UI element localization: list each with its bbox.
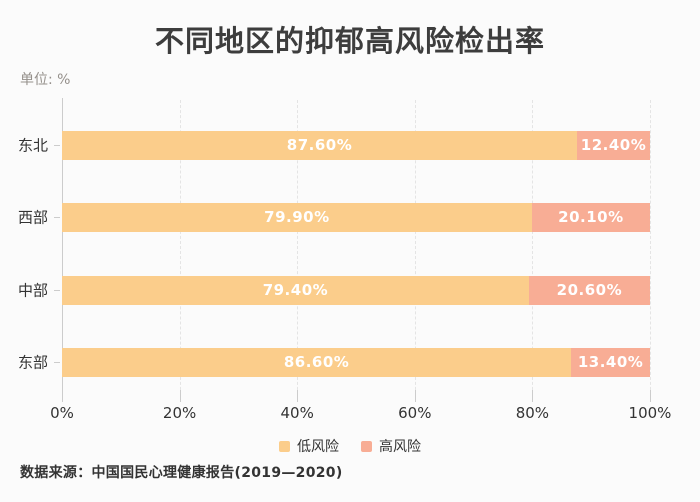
- legend-swatch-icon: [361, 440, 372, 452]
- x-axis-tick: [414, 390, 416, 402]
- gridline: [532, 100, 534, 400]
- bar-segment-高风险: 20.60%: [528, 275, 650, 305]
- gridline: [650, 100, 651, 400]
- legend-item-低风险: 低风险: [279, 436, 339, 456]
- bar-segment-高风险: 13.40%: [571, 347, 650, 377]
- bar-value-label: 20.60%: [556, 281, 623, 299]
- bar-value-label: 87.60%: [286, 136, 353, 154]
- bar-segment-高风险: 20.10%: [531, 202, 650, 232]
- bar-value-label: 20.10%: [558, 208, 624, 226]
- x-axis-tick: [62, 390, 63, 402]
- category-label: 中部: [17, 281, 48, 300]
- bar-value-label: 86.60%: [283, 353, 350, 371]
- x-axis-tick-label: 60%: [398, 404, 432, 422]
- bar-segment-低风险: 79.90%: [62, 202, 532, 232]
- category-label: 东北: [17, 136, 48, 155]
- bar-value-label: 79.40%: [262, 281, 329, 299]
- row-tick: [54, 145, 60, 146]
- chart-title: 不同地区的抑郁高风险检出率: [154, 24, 545, 58]
- gridline: [414, 100, 416, 400]
- legend-item-高风险: 高风险: [361, 436, 421, 456]
- plot-area: 东北 87.60% 12.40% 西部 79.90% 20.10% 中部 79.40% 20.6…: [18, 98, 671, 422]
- legend: 低风险 高风险: [0, 436, 700, 456]
- legend-label: 高风险: [379, 439, 421, 455]
- x-axis-tick-label: 0%: [50, 404, 74, 422]
- legend-label: 低风险: [297, 439, 339, 455]
- bar-value-label: 12.40%: [580, 136, 647, 154]
- row-tick: [54, 362, 60, 363]
- unit-label: 单位: %: [20, 72, 71, 88]
- source-note: 数据来源：中国国民心理健康报告(2019—2020): [20, 465, 343, 481]
- bar-segment-低风险: 86.60%: [62, 347, 572, 377]
- bar-value-label: 79.90%: [264, 208, 330, 226]
- bar-segment-低风险: 79.40%: [62, 275, 529, 305]
- x-axis-tick-label: 40%: [280, 404, 314, 422]
- bar-value-label: 13.40%: [577, 353, 644, 371]
- gridline: [179, 100, 181, 400]
- y-axis-line: [62, 98, 63, 400]
- legend-swatch-icon: [279, 440, 290, 452]
- x-axis-tick-label: 20%: [162, 404, 197, 422]
- category-label: 西部: [17, 208, 48, 227]
- x-axis-tick: [650, 390, 651, 402]
- x-axis-tick-label: 80%: [515, 404, 550, 422]
- x-axis-tick: [297, 390, 299, 402]
- x-axis-tick: [179, 390, 181, 402]
- row-tick: [54, 217, 60, 218]
- bar-segment-高风险: 12.40%: [577, 130, 650, 160]
- x-axis-tick: [532, 390, 534, 402]
- bar-segment-低风险: 87.60%: [62, 130, 578, 160]
- row-tick: [54, 290, 60, 291]
- gridline: [297, 100, 299, 400]
- category-label: 东部: [17, 353, 48, 372]
- x-axis-tick-label: 100%: [628, 404, 672, 422]
